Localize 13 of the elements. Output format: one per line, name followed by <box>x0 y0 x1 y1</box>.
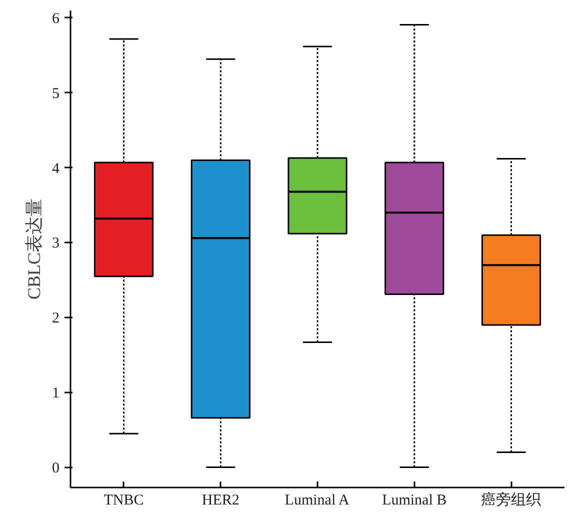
y-tick-label: 0 <box>52 460 60 476</box>
y-axis-title: CBLC表达量 <box>24 198 44 300</box>
y-tick-label: 2 <box>52 310 60 327</box>
y-tick-label: 1 <box>52 385 60 402</box>
x-tick-label: HER2 <box>202 492 240 508</box>
y-tick-label: 6 <box>52 10 60 27</box>
y-tick-label: 5 <box>52 86 60 102</box>
x-tick-label: TNBC <box>104 492 144 508</box>
y-tick-label: 3 <box>52 236 60 252</box>
x-tick-label: Luminal A <box>284 492 350 508</box>
x-tick-label: 癌旁组织 <box>481 492 542 508</box>
x-tick-label: Luminal B <box>382 492 447 508</box>
y-tick-label: 4 <box>52 160 60 177</box>
